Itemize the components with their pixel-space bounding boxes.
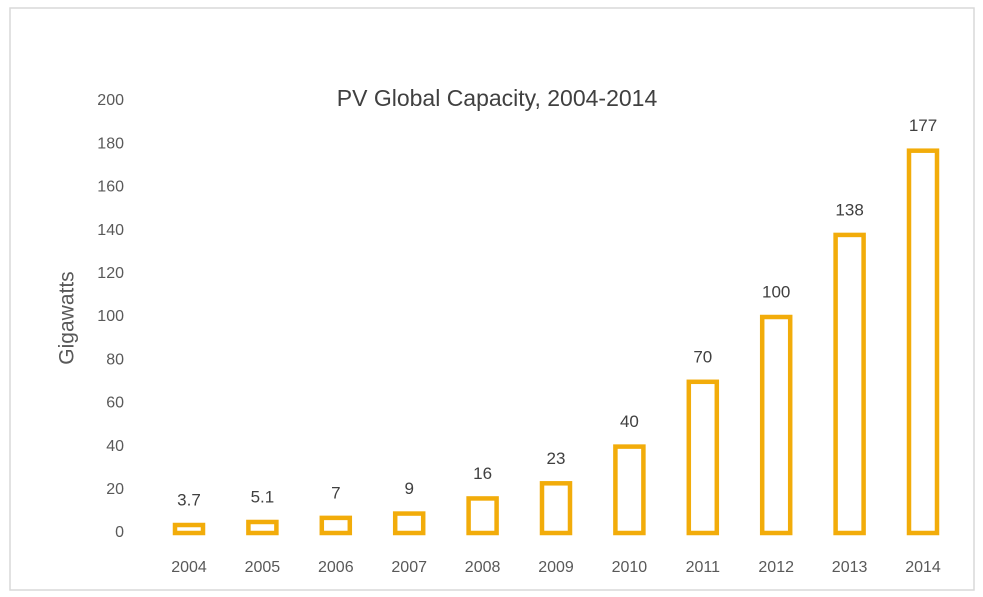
x-tick-label: 2004: [171, 559, 207, 576]
data-label: 138: [835, 200, 863, 219]
data-label: 177: [909, 116, 937, 135]
data-label: 100: [762, 282, 790, 301]
x-tick-label: 2007: [391, 559, 427, 576]
x-tick-label: 2013: [832, 559, 868, 576]
bar: [686, 379, 720, 536]
x-tick-label: 2006: [318, 559, 354, 576]
y-tick-label: 80: [106, 351, 124, 368]
x-tick-label: 2010: [612, 559, 648, 576]
y-tick-label: 60: [106, 395, 124, 412]
data-label: 5.1: [251, 487, 275, 506]
chart-frame: [9, 7, 975, 591]
data-label: 70: [693, 347, 712, 366]
bar: [539, 481, 573, 536]
bar: [319, 515, 353, 536]
data-label: 9: [404, 479, 413, 498]
y-tick-label: 40: [106, 438, 124, 455]
y-tick-label: 20: [106, 481, 124, 498]
y-tick-label: 180: [97, 135, 124, 152]
bar: [172, 522, 206, 536]
y-tick-label: 100: [97, 308, 124, 325]
bar: [833, 232, 866, 536]
y-axis-label: Gigawatts: [56, 271, 79, 364]
y-tick-label: 160: [97, 179, 124, 196]
x-tick-label: 2005: [245, 559, 281, 576]
y-tick-label: 140: [97, 222, 124, 239]
data-label: 3.7: [177, 490, 201, 509]
y-tick-label: 0: [115, 524, 124, 541]
x-tick-label: 2012: [758, 559, 794, 576]
data-label: 16: [473, 464, 492, 483]
data-label: 23: [547, 449, 566, 468]
bar: [246, 519, 279, 536]
y-tick-label: 200: [97, 92, 124, 109]
bar: [613, 444, 646, 536]
x-tick-label: 2014: [905, 559, 941, 576]
x-tick-label: 2009: [538, 559, 574, 576]
bar: [906, 148, 940, 536]
bar: [392, 511, 426, 536]
x-tick-label: 2011: [686, 559, 721, 576]
chart-title: PV Global Capacity, 2004-2014: [337, 85, 658, 111]
bar: [759, 314, 793, 536]
y-tick-label: 120: [97, 265, 124, 282]
bar: [466, 496, 499, 536]
data-label: 40: [620, 412, 639, 431]
data-label: 7: [331, 483, 340, 502]
x-tick-label: 2008: [465, 559, 501, 576]
